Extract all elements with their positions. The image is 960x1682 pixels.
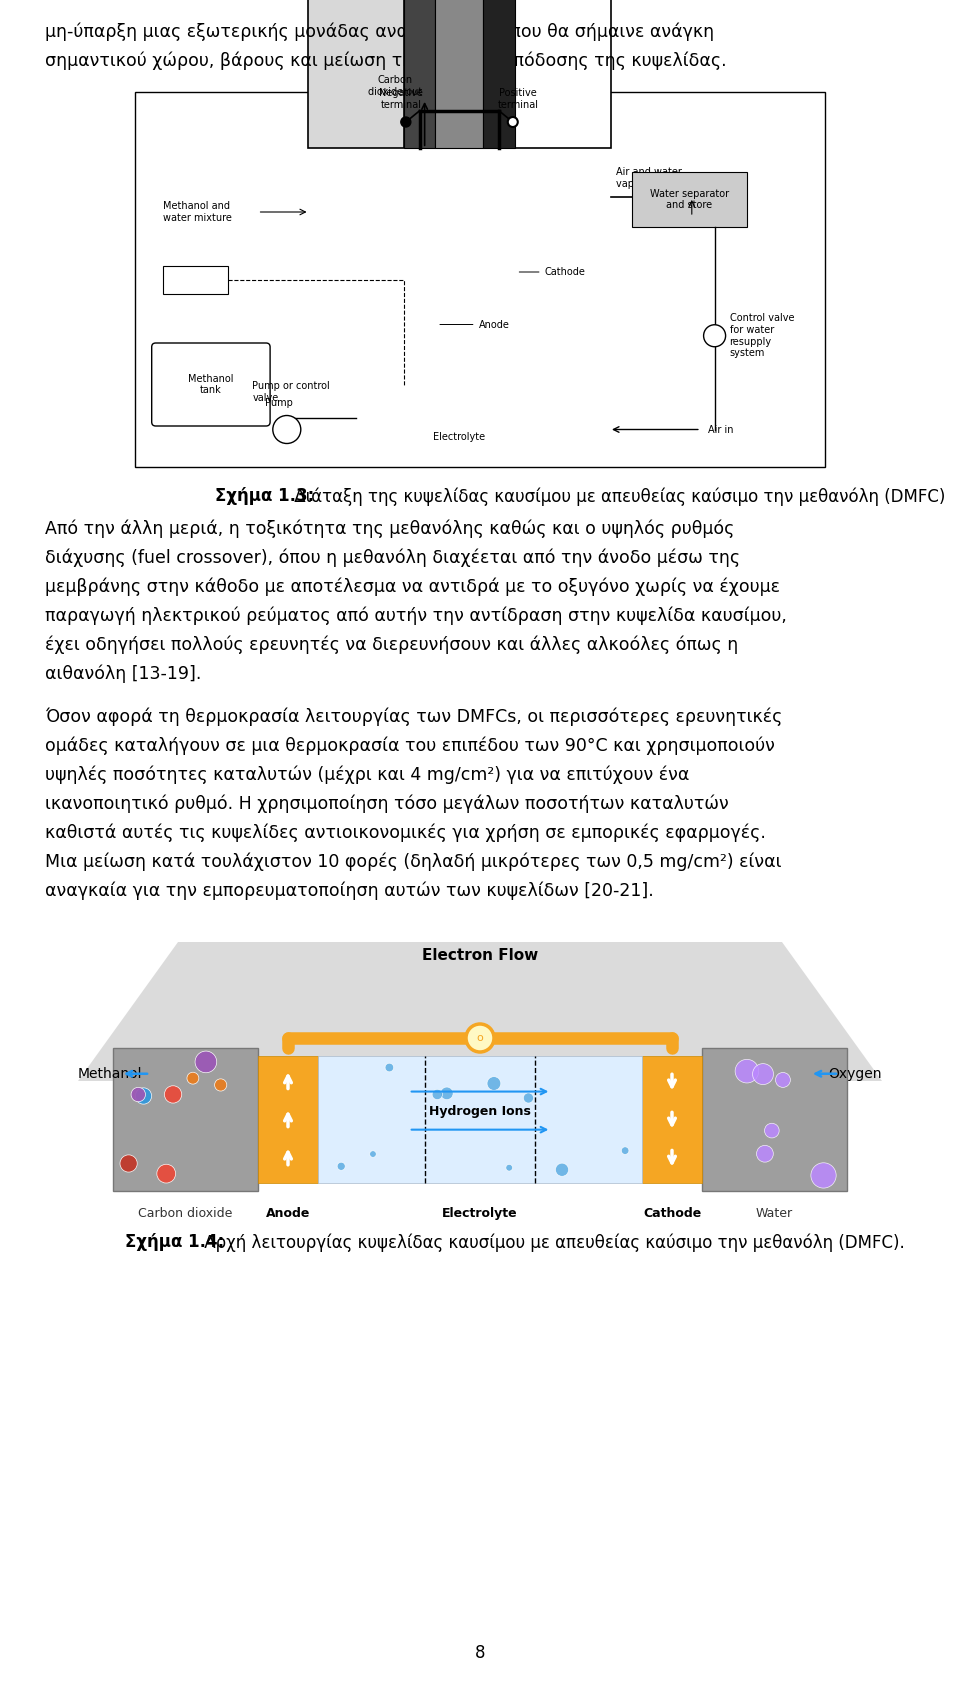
- Bar: [135, 93, 825, 468]
- Text: παραγωγή ηλεκτρικού ρεύματος από αυτήν την αντίδραση στην κυψελίδα καυσίμου,: παραγωγή ηλεκτρικού ρεύματος από αυτήν τ…: [45, 606, 787, 624]
- Circle shape: [401, 118, 411, 128]
- Text: Cathode: Cathode: [643, 1208, 701, 1219]
- Circle shape: [164, 1087, 181, 1103]
- Text: μεμβράνης στην κάθοδο με αποτέλεσμα να αντιδρά με το οξυγόνο χωρίς να έχουμε: μεμβράνης στην κάθοδο με αποτέλεσμα να α…: [45, 577, 780, 595]
- Circle shape: [704, 325, 726, 346]
- Bar: [162, 266, 228, 293]
- Text: υψηλές ποσότητες καταλυτών (μέχρι και 4 mg/cm²) για να επιτύχουν ένα: υψηλές ποσότητες καταλυτών (μέχρι και 4 …: [45, 765, 689, 784]
- Text: έχει οδηγήσει πολλούς ερευνητές να διερευνήσουν και άλλες αλκοόλες όπως η: έχει οδηγήσει πολλούς ερευνητές να διερε…: [45, 636, 738, 654]
- Circle shape: [385, 1063, 394, 1071]
- Text: ομάδες καταλήγουν σε μια θερμοκρασία του επιπέδου των 90°C και χρησιμοποιούν: ομάδες καταλήγουν σε μια θερμοκρασία του…: [45, 737, 775, 755]
- Text: Oxygen: Oxygen: [828, 1066, 882, 1082]
- Bar: [404, 0, 435, 148]
- Circle shape: [187, 1071, 199, 1085]
- Text: Methanol
tank: Methanol tank: [188, 373, 233, 395]
- Text: Air and water
vapour out: Air and water vapour out: [616, 168, 682, 188]
- Text: Μια μείωση κατά τουλάχιστον 10 φορές (δηλαδή μικρότερες των 0,5 mg/cm²) είναι: Μια μείωση κατά τουλάχιστον 10 φορές (δη…: [45, 853, 781, 871]
- Bar: [318, 1056, 642, 1182]
- Bar: [515, 0, 612, 148]
- Text: Negative
terminal: Negative terminal: [379, 89, 422, 109]
- Circle shape: [156, 1164, 176, 1182]
- Circle shape: [621, 1147, 629, 1154]
- Text: Σχήμα 1.3:: Σχήμα 1.3:: [215, 488, 314, 505]
- Text: Anode: Anode: [266, 1208, 310, 1219]
- Circle shape: [432, 1090, 443, 1100]
- Text: αναγκαία για την εμπορευματοποίηση αυτών των κυψελίδων [20-21].: αναγκαία για την εμπορευματοποίηση αυτών…: [45, 881, 654, 900]
- Text: Carbon
dioxide out: Carbon dioxide out: [368, 76, 421, 98]
- Circle shape: [441, 1087, 453, 1100]
- Circle shape: [556, 1164, 568, 1176]
- Circle shape: [120, 1156, 137, 1172]
- Text: Methanol
sensor: Methanol sensor: [173, 269, 218, 291]
- Circle shape: [370, 1150, 376, 1157]
- Text: o: o: [476, 1033, 484, 1043]
- Bar: [258, 1056, 318, 1182]
- Text: ικανοποιητικό ρυθμό. Η χρησιμοποίηση τόσο μεγάλων ποσοτήτων καταλυτών: ικανοποιητικό ρυθμό. Η χρησιμοποίηση τόσ…: [45, 794, 729, 812]
- Text: Διάταξη της κυψελίδας καυσίμου με απευθείας καύσιμο την μεθανόλη (DMFC): Διάταξη της κυψελίδας καυσίμου με απευθε…: [289, 488, 946, 506]
- Text: Pump: Pump: [265, 397, 293, 407]
- Text: αιθανόλη [13-19].: αιθανόλη [13-19].: [45, 664, 202, 683]
- Bar: [113, 1048, 258, 1191]
- Text: Methanol: Methanol: [78, 1066, 142, 1082]
- Circle shape: [487, 1076, 501, 1090]
- Text: Electron Flow: Electron Flow: [421, 949, 539, 964]
- Circle shape: [466, 1024, 494, 1051]
- Circle shape: [523, 1093, 534, 1103]
- Text: Όσον αφορά τη θερμοκρασία λειτουργίας των DMFCs, οι περισσότερες ερευνητικές: Όσον αφορά τη θερμοκρασία λειτουργίας τω…: [45, 706, 782, 725]
- Bar: [435, 0, 484, 148]
- Circle shape: [135, 1088, 152, 1103]
- Text: Αρχή λειτουργίας κυψελίδας καυσίμου με απευθείας καύσιμο την μεθανόλη (DMFC).: Αρχή λειτουργίας κυψελίδας καυσίμου με α…: [199, 1233, 904, 1251]
- Text: Air in: Air in: [708, 424, 733, 434]
- Text: Control valve
for water
resupply
system: Control valve for water resupply system: [730, 313, 794, 358]
- Circle shape: [735, 1060, 758, 1083]
- Text: μη-ύπαρξη μιας εξωτερικής μονάδας αναμόρφωσης, που θα σήμαινε ανάγκη: μη-ύπαρξη μιας εξωτερικής μονάδας αναμόρ…: [45, 22, 714, 40]
- FancyBboxPatch shape: [152, 343, 270, 426]
- Circle shape: [132, 1087, 146, 1102]
- Text: Electrolyte: Electrolyte: [433, 432, 486, 442]
- Bar: [632, 172, 747, 227]
- Text: Water: Water: [756, 1208, 793, 1219]
- Text: Methanol and
water mixture: Methanol and water mixture: [162, 202, 231, 222]
- Text: Anode: Anode: [440, 320, 510, 330]
- Text: σημαντικού χώρου, βάρους και μείωση της τελικής απόδοσης της κυψελίδας.: σημαντικού χώρου, βάρους και μείωση της …: [45, 50, 727, 69]
- Circle shape: [195, 1051, 217, 1073]
- Bar: [307, 0, 404, 148]
- Text: 8: 8: [475, 1643, 485, 1662]
- Text: Hydrogen Ions: Hydrogen Ions: [429, 1105, 531, 1119]
- Text: Carbon dioxide: Carbon dioxide: [138, 1208, 232, 1219]
- Circle shape: [753, 1063, 774, 1085]
- Polygon shape: [78, 942, 882, 1082]
- Circle shape: [337, 1162, 346, 1171]
- Text: διάχυσης (fuel crossover), όπου η μεθανόλη διαχέεται από την άνοδο μέσω της: διάχυσης (fuel crossover), όπου η μεθανό…: [45, 548, 740, 567]
- Bar: [702, 1048, 847, 1191]
- Bar: [484, 0, 515, 148]
- Circle shape: [215, 1078, 227, 1092]
- Text: Pump or control
valve: Pump or control valve: [252, 382, 330, 402]
- Bar: [642, 1056, 702, 1182]
- Text: Electrolyte: Electrolyte: [443, 1208, 517, 1219]
- Circle shape: [811, 1162, 836, 1187]
- Text: Σχήμα 1.4:: Σχήμα 1.4:: [125, 1233, 225, 1251]
- Circle shape: [776, 1073, 790, 1087]
- Circle shape: [506, 1164, 513, 1171]
- Text: Water separator
and store: Water separator and store: [650, 188, 729, 210]
- Circle shape: [764, 1124, 780, 1139]
- Text: Positive
terminal: Positive terminal: [497, 89, 539, 109]
- Circle shape: [756, 1145, 774, 1162]
- Text: καθιστά αυτές τις κυψελίδες αντιοικονομικές για χρήση σε εμπορικές εφαρμογές.: καθιστά αυτές τις κυψελίδες αντιοικονομι…: [45, 822, 766, 841]
- Text: Cathode: Cathode: [519, 267, 586, 278]
- Circle shape: [508, 118, 517, 128]
- Text: Από την άλλη μεριά, η τοξικότητα της μεθανόλης καθώς και ο υψηλός ρυθμός: Από την άλλη μεριά, η τοξικότητα της μεθ…: [45, 520, 734, 538]
- Circle shape: [273, 415, 300, 444]
